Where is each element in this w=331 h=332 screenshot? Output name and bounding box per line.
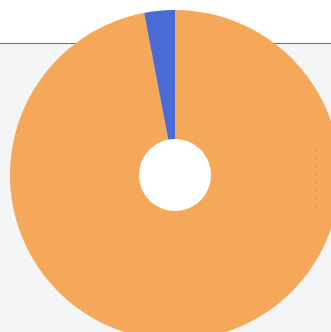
edge-tick-marks — [316, 150, 317, 208]
donut-hole — [139, 139, 211, 211]
pie-slice-0 — [144, 10, 175, 175]
